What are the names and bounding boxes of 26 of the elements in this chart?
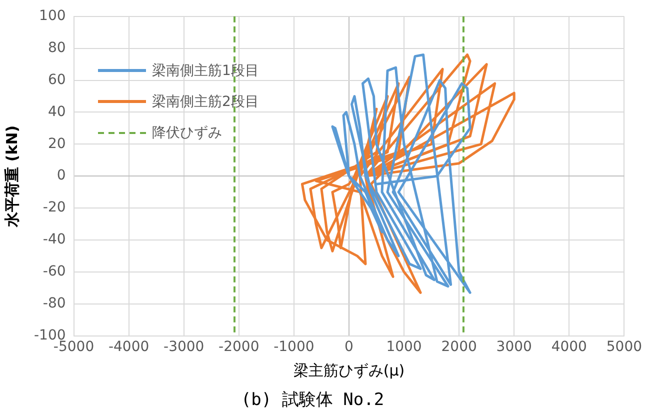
- y-tick-label: -20: [42, 200, 66, 216]
- x-tick-label: 1000: [386, 338, 422, 355]
- x-tick-label: 4000: [551, 338, 587, 355]
- y-tick-label: 0: [56, 168, 66, 184]
- y-tick-label: -80: [42, 296, 66, 312]
- x-tick-label: -3000: [164, 338, 204, 355]
- y-tick-label: 20: [48, 136, 66, 152]
- ref-line-label: 降伏ひずみ: [152, 124, 222, 142]
- y-axis-title: 水平荷重 (kN): [2, 125, 21, 228]
- x-tick-label: 0: [344, 338, 354, 355]
- text: (b) 試験体 No.2: [240, 390, 384, 410]
- y-tick-label: 100: [39, 8, 66, 24]
- legend-label: 梁南側主筋2段目: [152, 92, 259, 110]
- x-tick-label: 3000: [496, 338, 532, 355]
- x-tick-label: -2000: [218, 338, 260, 355]
- y-tick-label: -40: [42, 232, 66, 248]
- x-tick-label: -4000: [108, 338, 150, 355]
- y-tick-label: 80: [48, 40, 66, 56]
- y-tick-label: 60: [48, 72, 66, 88]
- x-axis-title: 梁主筋ひずみ(μ): [293, 361, 405, 380]
- y-tick-label: 40: [48, 104, 66, 120]
- x-tick-label: 2000: [441, 338, 477, 355]
- legend-label: 梁南側主筋1段目: [152, 62, 259, 80]
- x-tick-label: -1000: [274, 338, 314, 355]
- x-tick-label: 5000: [606, 338, 642, 355]
- y-tick-label: -60: [42, 264, 66, 280]
